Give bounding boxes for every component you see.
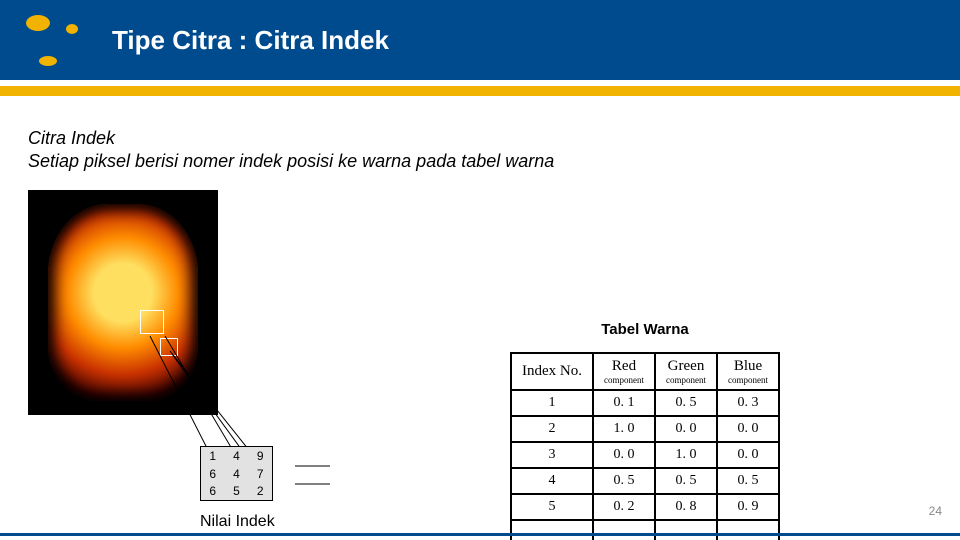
matrix-cell: 9	[249, 447, 273, 465]
subtitle-line-1: Citra Indek	[28, 128, 932, 149]
table-row: 21. 00. 00. 0	[511, 416, 779, 442]
color-table: Index No. Redcomponent Greencomponent Bl…	[510, 352, 780, 540]
zoom-box-icon	[140, 310, 164, 334]
matrix-cell: 5	[225, 483, 249, 501]
subtitle-line-2: Setiap piksel berisi nomer indek posisi …	[28, 151, 932, 172]
matrix-cell: 6	[201, 465, 225, 483]
matrix-cell: 7	[249, 465, 273, 483]
leader-lines-icon	[0, 336, 330, 506]
table-row: …………	[511, 520, 779, 540]
th-blue: Bluecomponent	[717, 353, 779, 390]
color-table-block: Tabel Warna Index No. Redcomponent Green…	[360, 321, 930, 540]
table-row: 40. 50. 50. 5	[511, 468, 779, 494]
matrix-cell: 6	[201, 483, 225, 501]
matrix-cell: 4	[225, 447, 249, 465]
matrix-label: Nilai Indek	[200, 513, 275, 531]
table-caption: Tabel Warna	[360, 321, 930, 338]
index-matrix: 1 4 9 6 4 7 6 5 2 Nilai Indek	[200, 446, 275, 531]
footer-line	[0, 533, 960, 536]
page-number: 24	[929, 504, 942, 518]
matrix-cell: 2	[249, 483, 273, 501]
matrix-cell: 4	[225, 465, 249, 483]
th-index: Index No.	[511, 353, 593, 390]
accent-bar	[0, 86, 960, 96]
th-red: Redcomponent	[593, 353, 655, 390]
table-row: 30. 01. 00. 0	[511, 442, 779, 468]
table-row: 50. 20. 80. 9	[511, 494, 779, 520]
slide-title: Tipe Citra : Citra Indek	[112, 25, 389, 56]
matrix-cell: 1	[201, 447, 225, 465]
slide-content: Citra Indek Setiap piksel berisi nomer i…	[0, 96, 960, 526]
th-green: Greencomponent	[655, 353, 717, 390]
slide-header: Tipe Citra : Citra Indek	[0, 0, 960, 80]
logo-icon	[18, 11, 88, 69]
table-row: 10. 10. 50. 3	[511, 390, 779, 416]
